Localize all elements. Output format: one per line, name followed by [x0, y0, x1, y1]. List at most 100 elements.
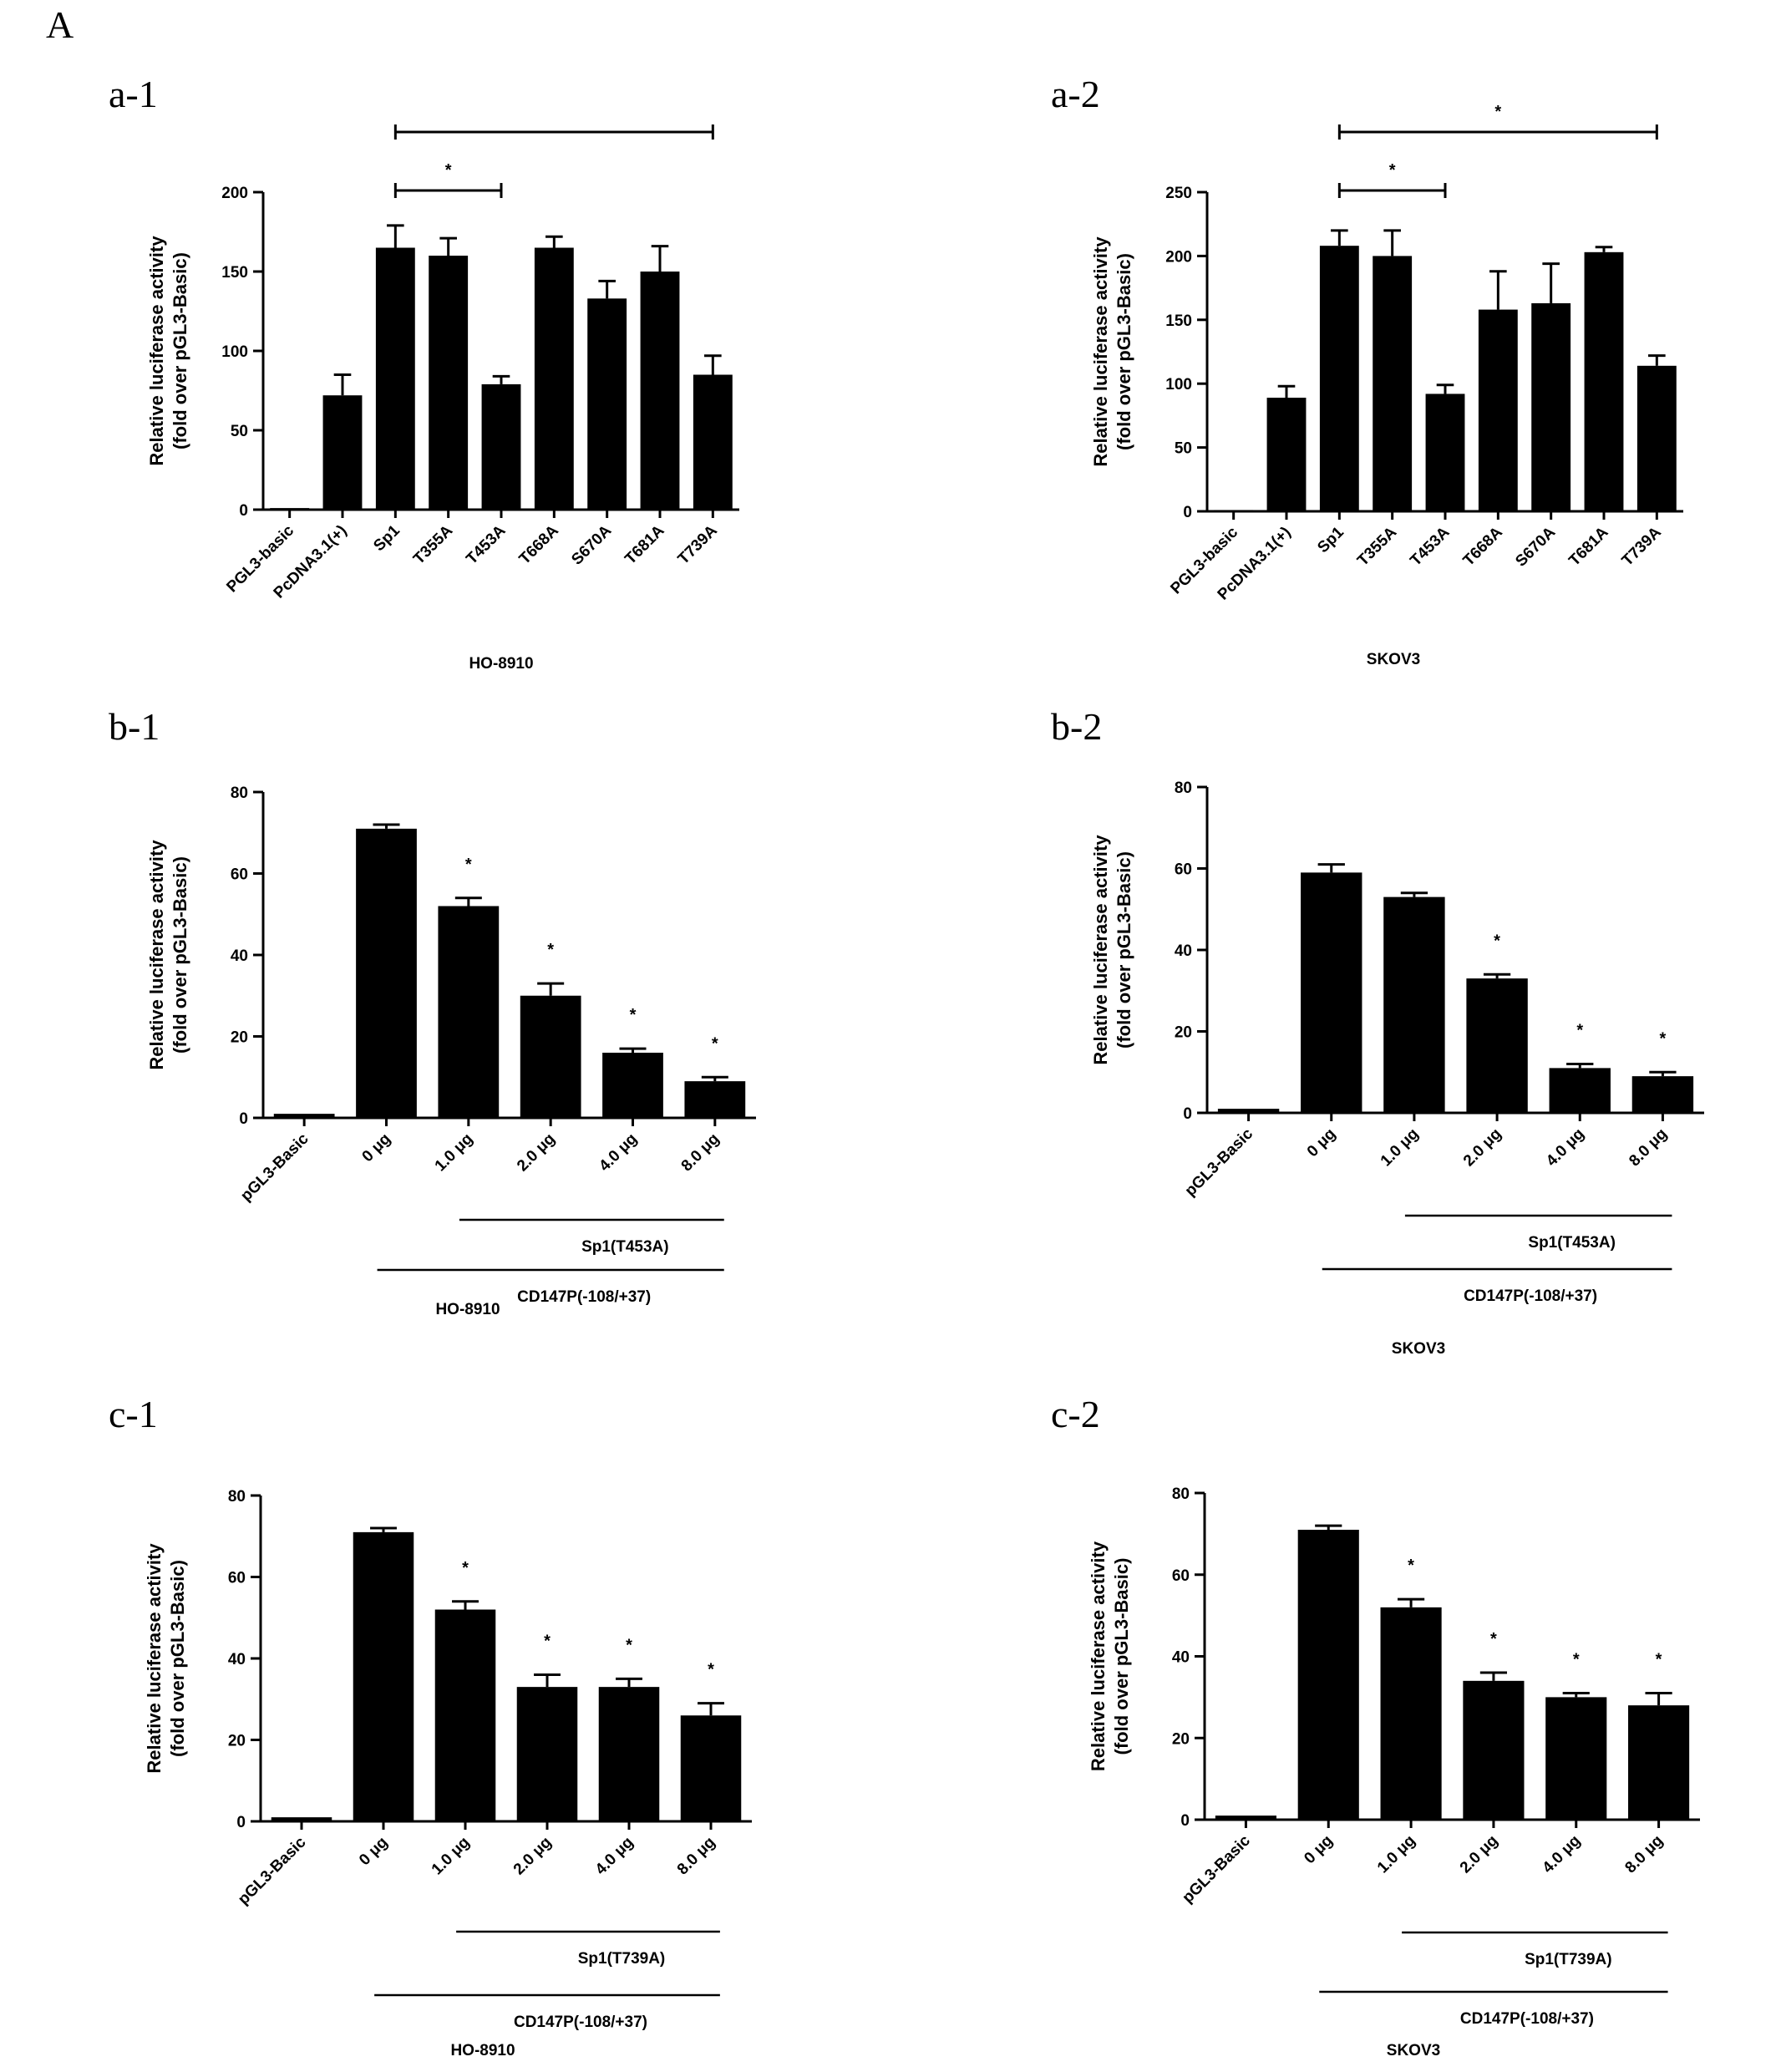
y-tick-label: 100: [221, 343, 248, 361]
x-tick-label: 2.0 μg: [510, 1834, 556, 1879]
x-tick-label: 4.0 μg: [596, 1130, 641, 1176]
y-tick-label: 60: [231, 866, 248, 884]
y-axis-label-line: Relative luciferase activity: [144, 1543, 165, 1774]
bar-t355a: [429, 256, 469, 510]
bar-0-g: [1297, 1529, 1359, 1820]
x-tick-label: Sp1: [370, 521, 403, 555]
significance-star: *: [1494, 103, 1501, 121]
x-tick-label: 1.0 μg: [1378, 1125, 1423, 1171]
bar-t681a: [1584, 251, 1624, 511]
bar-8-0-g: [1628, 1705, 1690, 1820]
significance-star: *: [445, 161, 452, 180]
x-tick-label: 0 μg: [359, 1130, 394, 1166]
x-tick-label: pGL3-Basic: [235, 1833, 310, 1908]
bar-8-0-g: [684, 1081, 746, 1118]
x-tick-label: S670A: [1512, 523, 1559, 570]
bar-2-0-g: [1463, 1680, 1525, 1820]
bar-0-g: [1301, 872, 1362, 1113]
significance-star: *: [1576, 1022, 1583, 1040]
group-label: Sp1(T739A): [1525, 1951, 1612, 1968]
bar-4-0-g: [1545, 1697, 1607, 1820]
x-tick-label: 8.0 μg: [1626, 1125, 1671, 1171]
cell-line-label: SKOV3: [1387, 2042, 1440, 2059]
significance-star: *: [465, 856, 472, 874]
x-tick-label: T739A: [1619, 523, 1665, 569]
panel-label: c-1: [109, 1393, 158, 1435]
y-tick-label: 40: [228, 1651, 246, 1668]
x-tick-label: 0 μg: [1301, 1832, 1336, 1867]
x-tick-label: pGL3-Basic: [237, 1130, 312, 1205]
y-tick-label: 250: [1165, 185, 1192, 202]
y-tick-label: 80: [1175, 780, 1192, 797]
x-tick-label: 1.0 μg: [432, 1130, 477, 1176]
y-tick-label: 0: [236, 1814, 246, 1831]
significance-star: *: [1573, 1650, 1580, 1668]
y-tick-label: 0: [239, 502, 248, 520]
y-tick-label: 80: [231, 785, 248, 802]
x-tick-label: T681A: [622, 521, 667, 567]
bar-2-0-g: [520, 995, 581, 1118]
x-tick-label: S670A: [568, 521, 615, 568]
x-tick-label: pGL3-Basic: [1182, 1125, 1257, 1200]
significance-star: *: [708, 1661, 714, 1679]
y-tick-label: 0: [239, 1110, 248, 1128]
bar-t739a: [1636, 365, 1677, 511]
y-tick-label: 0: [1180, 1812, 1190, 1830]
bar-sp1: [1319, 246, 1359, 511]
bar-pcdna3-1-: [1266, 398, 1307, 511]
significance-star: *: [1656, 1650, 1662, 1668]
panel-label: b-2: [1051, 705, 1102, 748]
significance-star: *: [1490, 1630, 1497, 1648]
y-tick-label: 80: [228, 1488, 246, 1506]
group-label: Sp1(T453A): [1528, 1234, 1616, 1252]
x-tick-label: 4.0 μg: [1543, 1125, 1588, 1171]
y-axis-label-line: (fold over pGL3-Basic): [1114, 253, 1134, 450]
y-tick-label: 40: [1175, 942, 1192, 960]
group-label: CD147P(-108/+37): [514, 2014, 647, 2031]
cell-line-label: HO-8910: [450, 2042, 515, 2059]
significance-star: *: [544, 1633, 551, 1651]
panel-label: a-2: [1051, 73, 1100, 115]
bar-t668a: [1478, 309, 1518, 511]
panel-label: b-1: [109, 705, 160, 748]
figure-letter: A: [46, 3, 74, 46]
y-axis-label: Relative luciferase activity (fold over p…: [1090, 835, 1134, 1065]
bar-pgl3-basic: [1215, 1816, 1276, 1820]
y-tick-label: 150: [221, 264, 248, 282]
y-tick-label: 40: [231, 947, 248, 965]
bar-1-0-g: [1380, 1607, 1442, 1820]
x-tick-label: 1.0 μg: [429, 1834, 474, 1879]
bar-pgl3-basic: [273, 1114, 335, 1118]
x-tick-label: T739A: [675, 521, 721, 567]
y-tick-label: 0: [1183, 1105, 1192, 1123]
x-tick-label: T668A: [1460, 523, 1506, 569]
bar-pgl3-basic: [1217, 1109, 1280, 1113]
bar-t453a: [481, 383, 521, 510]
y-tick-label: 200: [221, 185, 248, 202]
x-tick-label: 8.0 μg: [1621, 1832, 1667, 1877]
y-axis-label-line: (fold over pGL3-Basic): [1111, 1558, 1132, 1755]
y-axis-label-line: (fold over pGL3-Basic): [170, 252, 190, 449]
bar-0-g: [353, 1531, 414, 1821]
bar-t681a: [640, 272, 680, 510]
y-axis-label-line: (fold over pGL3-Basic): [1114, 851, 1134, 1049]
group-label: CD147P(-108/+37): [1464, 1287, 1597, 1305]
bar-2-0-g: [1466, 978, 1528, 1113]
y-axis-label-line: Relative luciferase activity: [146, 236, 167, 466]
x-tick-label: 4.0 μg: [592, 1834, 637, 1879]
x-tick-label: 2.0 μg: [514, 1130, 559, 1176]
bar-s670a: [587, 298, 627, 510]
y-tick-label: 60: [1172, 1567, 1190, 1585]
group-label: Sp1(T739A): [578, 1950, 666, 1968]
x-tick-label: pGL3-Basic: [1179, 1831, 1254, 1907]
y-tick-label: 60: [1175, 861, 1192, 879]
x-tick-label: 0 μg: [1304, 1125, 1339, 1160]
group-label: CD147P(-108/+37): [517, 1288, 651, 1306]
chart-panel-a-2: a-2 0 50 100 150 200 250 Relative luciferase ac…: [1051, 73, 1683, 668]
bar-t453a: [1425, 394, 1465, 511]
bar-s670a: [1531, 302, 1571, 511]
significance-star: *: [626, 1636, 632, 1654]
chart-panel-a-1: a-1 0 50 100 150 200 Relative luciferase activ…: [109, 73, 739, 673]
